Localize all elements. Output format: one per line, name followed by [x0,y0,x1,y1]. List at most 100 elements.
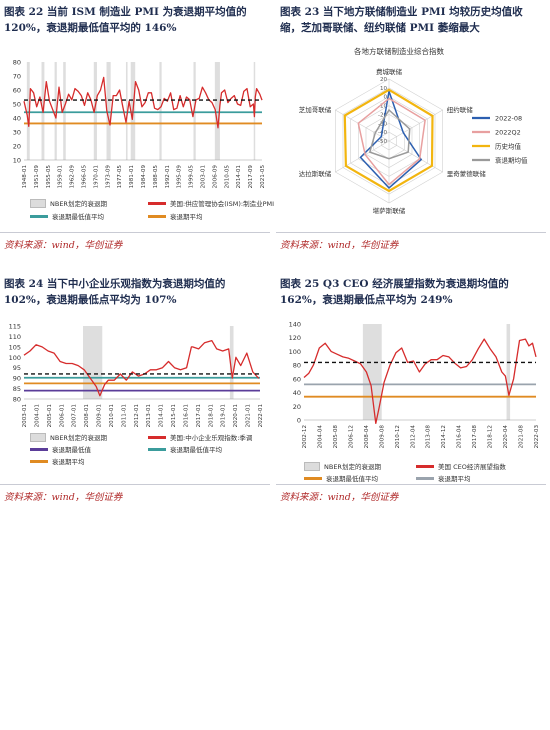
y-tick-label: 110 [9,333,21,341]
panel-title: 图表 24 当下中小企业乐观指数为衰退期均值的 102%，衰退期最低点平均为 1… [4,278,226,306]
legend-item-recession-avg: 衰退期平均 [148,211,203,221]
y-tick-label: 85 [13,385,21,393]
legend-item-pmi: 美国:供应管理协会(ISM):制造业PMI [148,198,274,208]
x-tick-label: 2018-12 [488,425,494,448]
x-tick-label: 2011-01 [121,404,127,428]
x-tick-label: 2016-01 [183,404,189,428]
legend-item-optimism: 美国:中小企业乐观指数:季调 [148,432,252,442]
x-tick-label: 2018-01 [208,404,214,428]
y-tick-label: 40 [293,389,301,397]
x-tick-label: 2007-01 [72,404,78,428]
x-tick-label: 2017-08 [472,425,478,449]
y-tick-label: 95 [13,364,21,372]
legend-label: 衰退期均值 [495,156,528,165]
x-tick-label: 1995-09 [177,165,183,189]
y-tick-label: 50 [13,101,21,109]
y-tick-label: 120 [289,334,301,342]
x-tick-label: 2020-04 [503,425,509,449]
recession-band [93,62,97,160]
radar-series [359,90,423,189]
radar-series [368,108,411,160]
chart-legend: NBER划定的衰退期 美国:中小企业乐观指数:季调 衰退期最低值 衰退期最低值平… [30,432,270,476]
recession-band [214,62,220,160]
recession-band [506,324,511,420]
legend-item-trough-avg: 衰退期最低值平均 [30,211,104,221]
series-line [23,76,263,129]
recession-band [159,62,162,160]
x-tick-label: 2022-03 [534,425,540,449]
radar-tick-label: -50 [378,139,387,145]
radar-tick-label: 10 [380,86,387,92]
legend-label: 2022-08 [495,115,522,123]
legend-item-recession-avg: 衰退期平均 [30,456,85,466]
panel-title: 图表 22 当前 ISM 制造业 PMI 为衰退期平均值的 120%，衰退期最低… [4,6,247,34]
recession-band [229,326,234,399]
x-tick-label: 2014-01 [159,404,165,428]
x-tick-label: 1962-09 [70,165,76,189]
regional-fed-radar: 各地方联储制造业综合指数-50-40-30-20-1001020费城联储纽约联储… [299,46,528,215]
legend-item-trough-avg: 衰退期最低值平均 [304,473,378,483]
y-tick-label: 30 [13,129,21,137]
recession-band [106,62,111,160]
y-tick-label: 60 [293,375,301,383]
panel-ceo-outlook: 图表 25 Q3 CEO 经济展望指数为衰退期均值的 162%，衰退期最低点平均… [276,258,550,513]
y-tick-label: 0 [297,417,301,425]
chart-legend: NBER划定的衰退期 美国 CEO经济展望指数 衰退期最低值平均 衰退期平均 [304,461,548,487]
x-tick-label: 1981-01 [129,165,135,189]
recession-band [125,62,128,160]
x-tick-label: 2002-12 [302,425,308,448]
x-tick-label: 2005-08 [333,425,339,449]
x-tick-label: 2021-08 [519,425,525,449]
x-tick-label: 2020-01 [233,404,239,428]
x-tick-label: 2009-01 [97,404,103,428]
radar-tick-label: -20 [378,112,387,118]
x-tick-label: 2019-01 [221,404,227,428]
x-tick-label: 1977-05 [117,165,123,189]
x-tick-label: 2010-05 [224,165,230,189]
y-tick-label: 140 [289,321,301,329]
x-tick-label: 2017-01 [196,404,202,428]
x-tick-label: 1948-01 [22,165,28,189]
y-tick-label: 100 [9,354,21,362]
x-tick-label: 1955-05 [46,165,52,189]
legend-item-trough-avg: 衰退期最低值平均 [148,444,222,454]
x-tick-label: 2013-08 [426,425,432,449]
radar-spoke [388,140,443,173]
x-tick-label: 1988-05 [153,165,159,189]
recession-band [83,326,103,399]
radar-axis-label: 纽约联储 [447,105,474,114]
y-tick-label: 105 [9,343,21,351]
panel-ism-pmi: 图表 22 当前 ISM 制造业 PMI 为衰退期平均值的 120%，衰退期最低… [0,0,274,255]
legend-item-recession-avg: 衰退期平均 [416,473,471,483]
source-note: 资料来源：wind，华创证券 [280,492,399,503]
radar-axis-label: 堪萨斯联储 [373,206,406,215]
ism-pmi-chart: 10 20 30 40 50 60 70 80 1948-01 1951-09 1955-05 195… [13,59,266,189]
recession-band [26,62,30,160]
x-tick-label: 2014-01 [236,165,242,189]
legend-label: 历史均值 [495,142,522,151]
y-tick-label: 100 [289,348,301,356]
x-tick-label: 2022-01 [258,404,264,428]
radar-tick-label: -10 [378,104,387,110]
source-note: 资料来源：wind，华创证券 [4,240,123,251]
y-tick-label: 60 [13,87,21,95]
radar-axis-label: 里奇蒙德联储 [447,169,487,178]
x-tick-label: 2021-01 [246,404,252,428]
legend-label: 2022Q2 [495,129,521,137]
x-tick-label: 2003-01 [201,165,207,189]
radar-axis-label: 芝加哥联储 [299,105,332,114]
x-tick-label: 2013-01 [146,404,152,428]
radar-axis-label: 费城联储 [376,67,403,76]
ceo-outlook-chart: 0 20 40 60 80 100 120 140 2002-12 2004-04 2005-08 2… [289,321,540,449]
x-tick-label: 2014-12 [441,425,447,448]
x-tick-label: 2021-05 [260,165,266,189]
x-tick-label: 2004-04 [317,425,323,449]
series-line [303,338,537,425]
radar-title: 各地方联储制造业综合指数 [354,46,444,56]
x-tick-label: 2005-01 [47,404,53,428]
source-note: 资料来源：wind，华创证券 [4,492,123,503]
small-business-chart: 80 85 90 95 100 105 110 115 2003-01 2004-01 2005-0… [9,323,264,428]
y-tick-label: 80 [13,59,21,67]
x-tick-label: 1951-09 [34,165,40,189]
y-tick-label: 20 [293,403,301,411]
